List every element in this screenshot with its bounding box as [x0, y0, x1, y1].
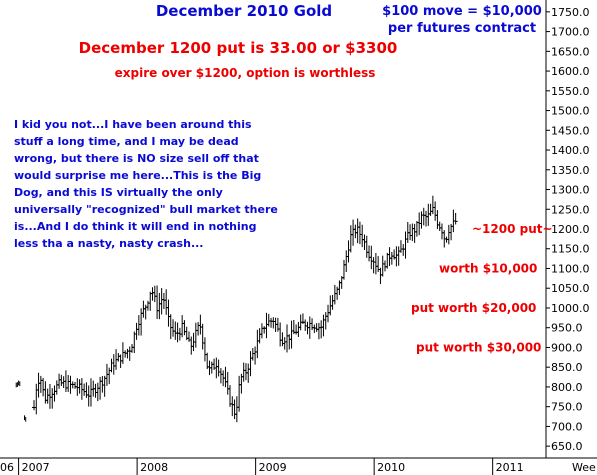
y-tick-label: 1200.0 — [551, 223, 590, 236]
x-tick-label: 2008 — [140, 461, 168, 474]
commentary-line: I kid you not...I have been around this — [14, 118, 252, 131]
y-tick-label: 1100.0 — [551, 262, 590, 275]
price-bars — [15, 195, 458, 423]
annotation-1200-put: ~1200 put~ — [472, 222, 553, 236]
y-tick-label: 700.0 — [551, 420, 583, 433]
y-tick-label: 950.0 — [551, 322, 583, 335]
x-tick-label: 2011 — [496, 461, 524, 474]
chart-subtitle: December 1200 put is 33.00 or $3300 — [79, 39, 398, 57]
x-tick-label: 2009 — [259, 461, 287, 474]
y-tick-label: 1300.0 — [551, 184, 590, 197]
commentary-line: is...And I do think it will end in nothi… — [14, 220, 256, 233]
commentary-block: I kid you not...I have been around this … — [14, 118, 278, 250]
y-tick-label: 1750.0 — [551, 6, 590, 19]
expiry-note: expire over $1200, option is worthless — [115, 66, 376, 80]
y-axis-ticks: 650.0 700.0 750.0 800.0 850.0 900.0 950.0 1000.… — [546, 6, 590, 453]
y-tick-label: 1350.0 — [551, 164, 590, 177]
x-tick-label: 2010 — [377, 461, 405, 474]
y-tick-label: 1050.0 — [551, 282, 590, 295]
y-tick-label: 650.0 — [551, 440, 583, 453]
contract-note-line-2: per futures contract — [388, 21, 536, 36]
y-tick-label: 1250.0 — [551, 203, 590, 216]
x-edge-label-right: Wee — [572, 461, 596, 474]
x-edge-label-left: 06 — [0, 461, 14, 474]
x-tick-label: 2007 — [22, 461, 50, 474]
annotation-worth-30000: put worth $30,000 — [416, 340, 541, 354]
annotation-worth-20000: put worth $20,000 — [411, 301, 536, 315]
commentary-line: would surprise me here...This is the Big — [14, 169, 261, 182]
commentary-line: Dog, and this IS virtually the only — [14, 186, 223, 199]
y-tick-label: 750.0 — [551, 401, 583, 414]
commentary-line: stuff a long time, and I may be dead — [14, 135, 239, 148]
y-tick-label: 1600.0 — [551, 65, 590, 78]
y-tick-label: 1550.0 — [551, 85, 590, 98]
commentary-line: wrong, but there is NO size sell off tha… — [14, 152, 259, 165]
chart-title: December 2010 Gold — [156, 2, 332, 20]
y-tick-label: 800.0 — [551, 381, 583, 394]
commentary-line: universally "recognized" bull market the… — [14, 203, 278, 216]
y-tick-label: 1700.0 — [551, 26, 590, 39]
y-tick-label: 850.0 — [551, 361, 583, 374]
contract-note-line-1: $100 move = $10,000 — [382, 4, 542, 19]
put-value-annotations: ~1200 put~ worth $10,000 put worth $20,0… — [411, 222, 553, 354]
y-tick-label: 900.0 — [551, 341, 583, 354]
y-tick-label: 1500.0 — [551, 105, 590, 118]
commentary-line: less tha a nasty, nasty crash... — [14, 237, 203, 250]
annotation-worth-10000: worth $10,000 — [439, 261, 537, 275]
y-tick-label: 1450.0 — [551, 124, 590, 137]
y-tick-label: 1000.0 — [551, 302, 590, 315]
y-tick-label: 1400.0 — [551, 144, 590, 157]
y-tick-label: 1150.0 — [551, 243, 590, 256]
y-tick-label: 1650.0 — [551, 45, 590, 58]
x-axis-ticks: 2007 2008 2009 2010 2011 — [18, 458, 524, 475]
